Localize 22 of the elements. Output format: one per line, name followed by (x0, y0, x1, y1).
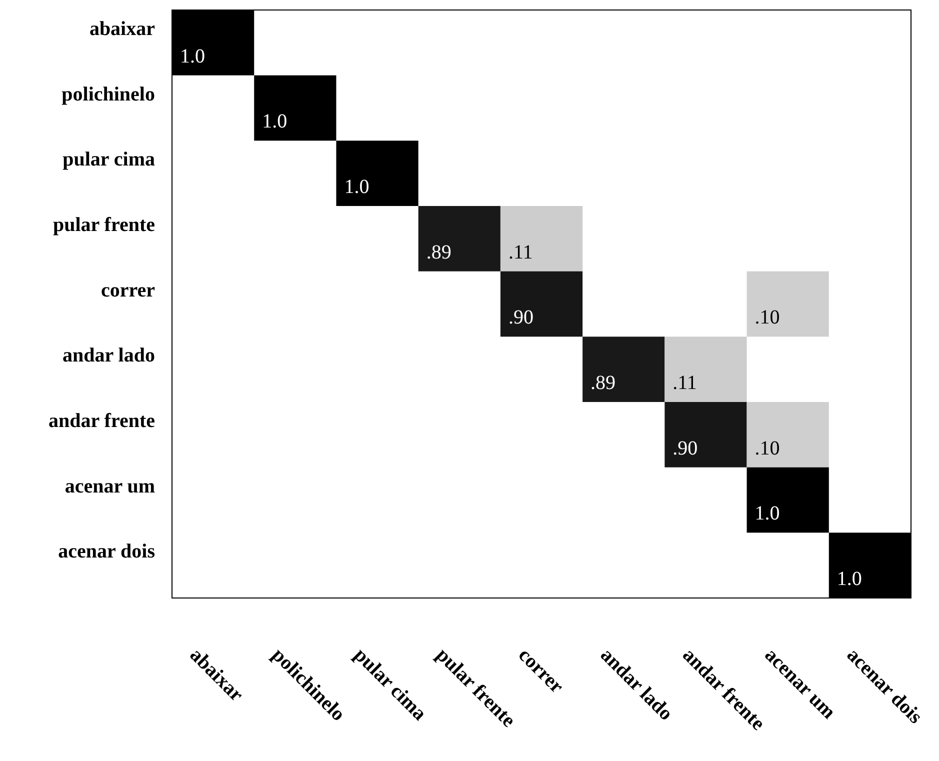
data-label: 1.0 (344, 176, 370, 198)
data-label: .11 (672, 372, 697, 394)
data-label: 1.0 (262, 110, 288, 133)
y-tick-label: pular cima (62, 148, 155, 171)
data-label: 1.0 (836, 568, 862, 590)
y-tick-label: andar lado (62, 344, 155, 367)
data-label: 1.0 (754, 502, 780, 525)
data-label: .89 (590, 372, 616, 394)
y-tick-label: pular frente (52, 214, 156, 236)
data-label: 1.0 (180, 45, 205, 68)
data-label: .11 (508, 241, 533, 264)
y-tick-label: abaixar (89, 18, 156, 40)
data-label: .90 (672, 437, 698, 460)
y-tick-label: acenar dois (58, 540, 156, 563)
y-tick-label: acenar um (64, 475, 156, 498)
data-label: .90 (508, 306, 534, 329)
data-label: .10 (754, 437, 780, 460)
data-label: .89 (426, 241, 452, 264)
y-tick-label: polichinelo (62, 83, 155, 106)
y-tick-label: andar frente (48, 410, 156, 432)
y-tick-label: correr (100, 279, 156, 302)
data-label: .10 (754, 306, 780, 329)
